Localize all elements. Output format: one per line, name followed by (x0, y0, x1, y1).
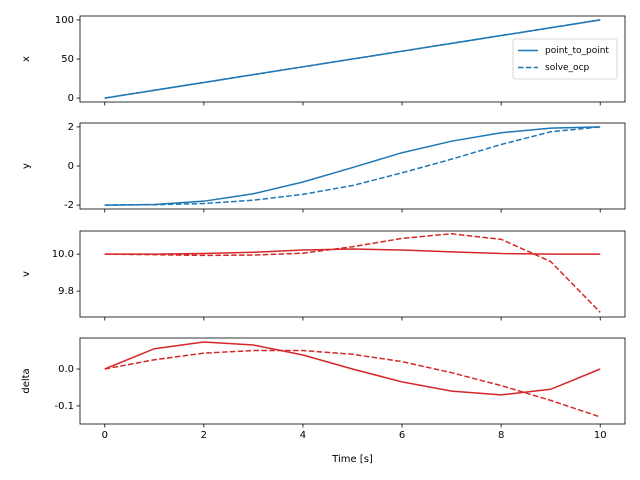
line-series (104, 341, 601, 396)
legend-label: solve_ocp (545, 63, 590, 73)
legend-box (512, 38, 618, 80)
y-tick-label: 0 (68, 161, 74, 172)
x-tick-label: 10 (594, 430, 607, 441)
legend: point_to_point solve_ocp (512, 38, 618, 80)
x-tick-label: 6 (399, 430, 405, 441)
axes-frame (79, 337, 626, 425)
x-tick-label: 0 (102, 430, 108, 441)
x-tick-label: 8 (498, 430, 504, 441)
line-series (104, 126, 601, 206)
subplot: 0 50 100 x point_to_point solve_ocp (21, 15, 626, 106)
x-tick-label: 2 (201, 430, 207, 441)
y-axis-label: x (21, 56, 32, 62)
y-tick-label: 10.0 (52, 249, 74, 260)
y-tick-label: 100 (55, 15, 74, 26)
line-series (104, 19, 601, 99)
x-axis-label: Time [s] (331, 454, 373, 465)
line-series (104, 233, 601, 313)
y-tick-label: -2 (64, 200, 74, 211)
y-axis-label: v (21, 271, 32, 277)
subplot: 9.8 10.0 v (21, 230, 626, 321)
y-tick-label: 50 (61, 54, 74, 65)
line-series (104, 349, 601, 418)
subplot: -0.1 0.0 0 2 4 6 8 10 delta Time [s] (21, 337, 626, 465)
y-axis-label: y (21, 163, 32, 169)
axes-frame (79, 230, 626, 318)
y-tick-label: -0.1 (54, 401, 74, 412)
x-tick-label: 4 (300, 430, 306, 441)
axes-frame (79, 15, 626, 103)
subplot: -2 0 2 y (21, 122, 626, 213)
legend-label: point_to_point (545, 46, 609, 56)
y-axis-label: delta (21, 368, 32, 393)
y-tick-label: 9.8 (58, 286, 74, 297)
line-series (104, 126, 601, 206)
line-series (104, 248, 601, 255)
axes-frame (79, 122, 626, 210)
y-tick-label: 0 (68, 93, 74, 104)
y-tick-label: 2 (68, 122, 74, 133)
y-tick-label: 0.0 (58, 364, 74, 375)
